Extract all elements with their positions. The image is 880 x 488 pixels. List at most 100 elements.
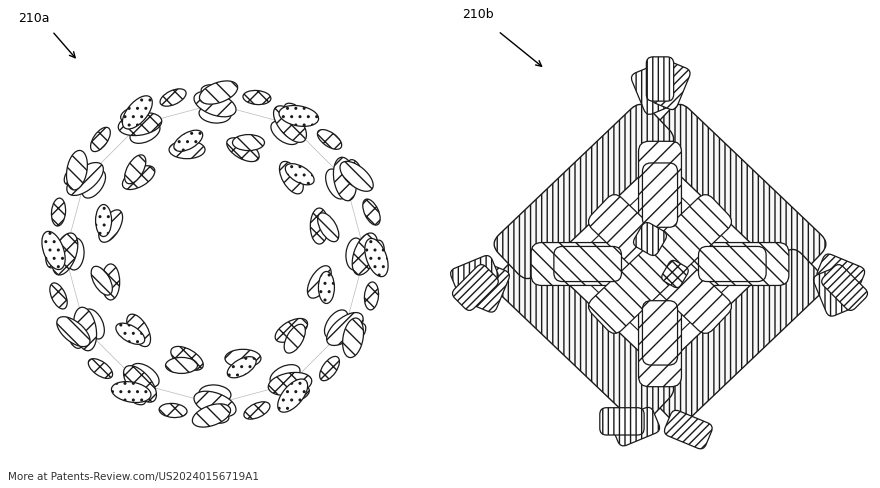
Ellipse shape (122, 384, 145, 405)
Ellipse shape (199, 106, 231, 124)
Ellipse shape (46, 241, 61, 268)
Ellipse shape (64, 162, 85, 185)
Ellipse shape (270, 365, 300, 386)
FancyBboxPatch shape (589, 195, 731, 334)
Ellipse shape (194, 92, 236, 118)
FancyBboxPatch shape (813, 269, 852, 317)
Ellipse shape (284, 325, 305, 353)
FancyBboxPatch shape (554, 247, 621, 282)
Ellipse shape (118, 113, 162, 136)
Ellipse shape (352, 234, 378, 275)
FancyBboxPatch shape (634, 223, 666, 256)
Ellipse shape (52, 234, 77, 275)
Ellipse shape (244, 402, 270, 419)
Ellipse shape (193, 404, 231, 427)
Ellipse shape (268, 373, 312, 396)
Ellipse shape (194, 391, 236, 417)
Ellipse shape (285, 164, 314, 185)
FancyBboxPatch shape (495, 250, 673, 424)
FancyBboxPatch shape (600, 408, 644, 435)
FancyBboxPatch shape (471, 265, 510, 312)
Ellipse shape (74, 307, 97, 351)
Ellipse shape (102, 264, 120, 300)
Ellipse shape (123, 366, 157, 402)
Ellipse shape (112, 382, 151, 403)
FancyBboxPatch shape (639, 142, 681, 387)
Ellipse shape (121, 106, 147, 122)
Ellipse shape (66, 239, 84, 270)
Ellipse shape (346, 239, 364, 270)
Ellipse shape (307, 266, 331, 299)
Ellipse shape (50, 284, 67, 309)
Ellipse shape (318, 213, 339, 242)
Ellipse shape (232, 135, 265, 151)
Ellipse shape (370, 241, 385, 268)
Ellipse shape (42, 232, 65, 270)
Ellipse shape (364, 283, 378, 310)
Ellipse shape (278, 379, 308, 412)
Ellipse shape (127, 314, 150, 347)
Ellipse shape (51, 199, 66, 226)
Ellipse shape (325, 310, 348, 338)
Text: More at Patents-Review.com/US20240156719A1: More at Patents-Review.com/US20240156719… (8, 471, 259, 481)
FancyBboxPatch shape (632, 67, 670, 115)
Ellipse shape (84, 309, 105, 339)
Ellipse shape (122, 97, 152, 130)
FancyBboxPatch shape (612, 407, 660, 446)
Ellipse shape (116, 324, 144, 345)
Text: 210b: 210b (462, 8, 494, 21)
Ellipse shape (282, 386, 310, 403)
Ellipse shape (345, 324, 366, 347)
Text: 210a: 210a (18, 12, 49, 25)
Ellipse shape (67, 163, 103, 196)
FancyBboxPatch shape (532, 243, 788, 286)
Ellipse shape (67, 151, 87, 191)
Ellipse shape (159, 404, 187, 418)
FancyBboxPatch shape (647, 105, 825, 279)
Ellipse shape (279, 106, 319, 127)
Ellipse shape (99, 210, 122, 243)
Ellipse shape (88, 359, 113, 379)
Ellipse shape (165, 358, 197, 374)
Ellipse shape (202, 409, 229, 424)
FancyBboxPatch shape (642, 163, 678, 228)
Ellipse shape (274, 106, 306, 143)
Ellipse shape (125, 156, 146, 184)
Ellipse shape (334, 158, 356, 202)
Ellipse shape (160, 90, 186, 107)
Ellipse shape (326, 313, 363, 346)
Ellipse shape (280, 162, 304, 194)
Ellipse shape (342, 318, 363, 358)
FancyBboxPatch shape (646, 58, 674, 102)
FancyBboxPatch shape (699, 247, 766, 282)
Ellipse shape (311, 209, 328, 244)
FancyBboxPatch shape (589, 195, 731, 334)
Ellipse shape (284, 104, 308, 125)
FancyBboxPatch shape (451, 256, 498, 294)
Ellipse shape (200, 82, 238, 105)
FancyBboxPatch shape (495, 105, 673, 279)
FancyBboxPatch shape (822, 265, 868, 311)
Ellipse shape (243, 91, 271, 105)
Ellipse shape (348, 160, 363, 187)
Ellipse shape (363, 200, 380, 225)
Ellipse shape (318, 130, 341, 150)
Ellipse shape (171, 346, 203, 370)
Ellipse shape (225, 349, 261, 367)
Ellipse shape (319, 272, 334, 304)
Ellipse shape (131, 364, 159, 387)
Ellipse shape (67, 322, 83, 348)
Ellipse shape (319, 357, 340, 381)
FancyBboxPatch shape (664, 410, 712, 449)
Ellipse shape (122, 166, 155, 190)
FancyBboxPatch shape (647, 250, 825, 424)
Ellipse shape (57, 317, 90, 347)
Ellipse shape (96, 205, 112, 237)
Ellipse shape (365, 239, 388, 277)
Ellipse shape (227, 357, 256, 378)
Ellipse shape (340, 162, 373, 192)
FancyBboxPatch shape (817, 254, 865, 293)
Ellipse shape (199, 385, 231, 403)
Ellipse shape (326, 170, 347, 200)
FancyBboxPatch shape (651, 62, 690, 110)
